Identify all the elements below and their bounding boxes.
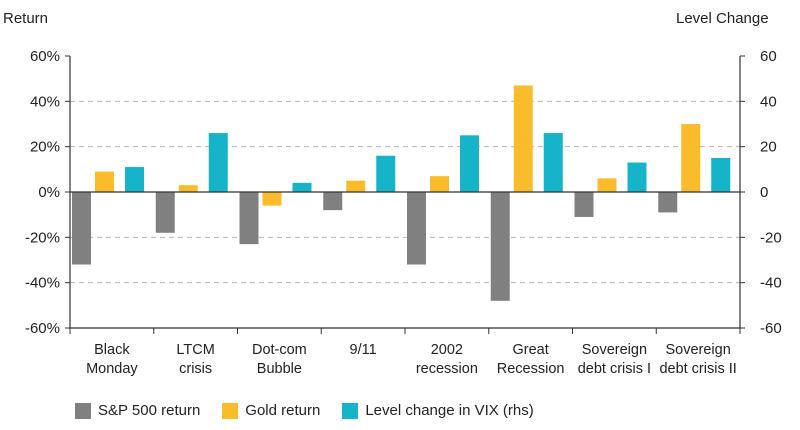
category-label-line: Recession [497,361,565,377]
left-tick-label: -60% [25,320,60,337]
legend-label-gold: Gold return [245,402,321,419]
bar-gold [95,171,114,192]
bar-sp500 [574,192,594,217]
bar-sp500 [239,192,259,245]
category-label-line: debt crisis I [578,361,651,377]
legend-item-gold: Gold return [222,402,320,419]
legend-item-vix: Level change in VIX (rhs) [342,402,534,419]
bar-sp500 [407,192,426,265]
category-label-line: recession [416,361,478,377]
bar-vix [292,182,312,192]
category-label-line: 9/11 [350,342,377,358]
bars [72,85,731,301]
left-tick-label: 60% [30,48,60,65]
axes [65,55,745,334]
bar-vix [125,167,144,192]
category-label-line: Sovereign [665,342,730,358]
left-axis-title: Return [3,10,48,27]
right-tick-label: 60 [760,48,777,65]
legend-label-vix: Level change in VIX (rhs) [365,402,534,419]
category-label-line: Bubble [257,361,302,377]
category-label-line: Dot-com [252,342,307,358]
bar-gold [262,192,282,206]
bar-sp500 [323,192,343,211]
left-tick-label: -40% [25,275,60,292]
bar-vix [460,135,479,192]
left-tick-label: 40% [30,93,60,110]
legend: S&P 500 return Gold return Level change … [75,402,556,419]
category-label-line: crisis [179,361,212,377]
category-label-line: debt crisis II [659,361,736,377]
bar-sp500 [72,192,91,265]
bar-gold [513,85,533,192]
right-tick-label: 0 [760,184,768,201]
category-label-line: Great [512,342,548,358]
bar-sp500 [490,192,510,301]
right-tick-label: 20 [760,139,777,156]
bar-gold [430,176,449,192]
category-label: Dot-com Bubble [252,342,307,377]
bar-gold [681,124,701,192]
bar-sp500 [658,192,678,213]
right-tick-label: 40 [760,93,777,110]
category-label-line: 2002 [431,342,463,358]
legend-swatch-sp500 [75,402,91,419]
bar-vix [376,155,396,192]
bar-gold [178,185,198,192]
chart: Return Level Change 60% 60 40% 40 20% 20 0% 0 -2… [3,10,782,377]
right-tick-label: -20 [760,229,782,246]
legend-label-sp500: S&P 500 return [98,402,201,419]
category-label: Great Recession [497,342,565,377]
category-label: Sovereign debt crisis II [659,342,736,377]
right-axis-title: Level Change [676,10,769,27]
right-tick-label: -40 [760,275,782,292]
category-label: 9/11 [350,342,377,358]
category-label: LTCM crisis [176,342,214,377]
legend-swatch-vix [342,402,359,419]
category-label: 2002 recession [416,342,478,377]
gridlines [70,100,740,284]
bar-gold [346,180,366,192]
legend-swatch-gold [222,402,239,419]
right-tick-label: -60 [760,320,782,337]
category-label-line: LTCM [176,342,214,358]
legend-item-sp500: S&P 500 return [75,402,200,419]
bar-vix [711,158,731,192]
bar-gold [597,178,617,192]
category-label: Black Monday [86,342,138,377]
left-tick-label: 20% [30,139,60,156]
category-label: Sovereign debt crisis I [578,342,651,377]
category-labels: Black Monday LTCM crisis Dot-com Bubble 9/11 20… [86,342,737,377]
bar-vix [208,133,228,192]
bar-sp500 [155,192,175,233]
category-label-line: Black [94,342,130,358]
bar-vix [627,162,647,192]
tick-labels: 60% 60 40% 40 20% 20 0% 0 -20% -20 -40% -40 -60% -60 [25,48,782,337]
category-label-line: Monday [86,361,138,377]
category-label-line: Sovereign [582,342,647,358]
bar-vix [543,133,563,192]
left-tick-label: -20% [25,229,60,246]
left-tick-label: 0% [38,184,60,201]
